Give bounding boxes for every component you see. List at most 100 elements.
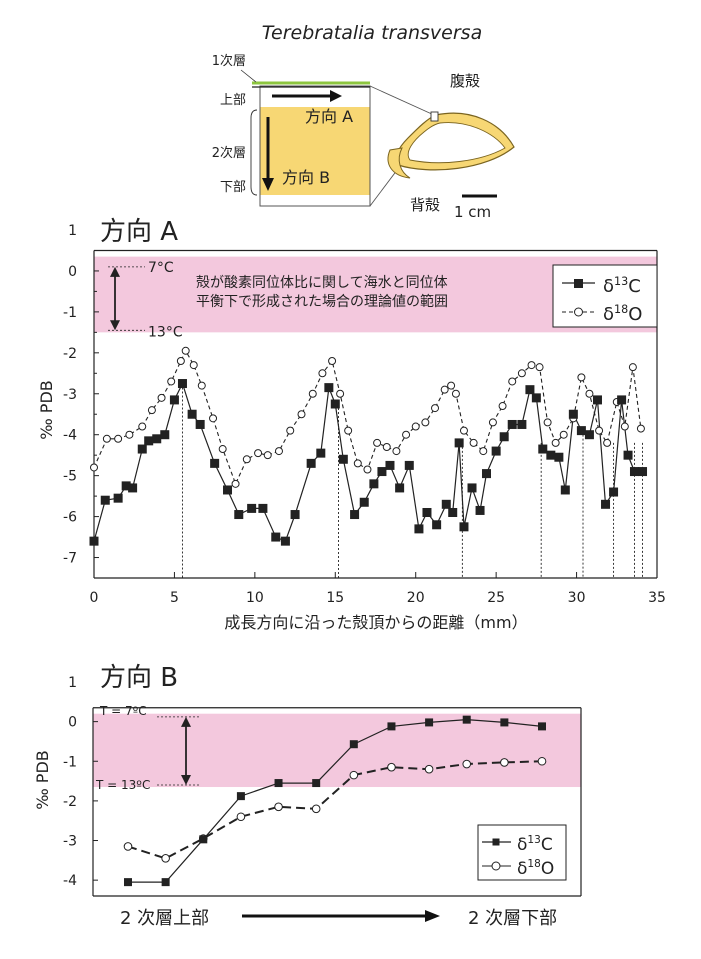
chart-b-d13c-point <box>425 718 434 727</box>
chart-b-y-tick-label: 0 <box>68 715 77 731</box>
chart-a-d18o-point <box>209 414 218 423</box>
chart-a-d13c-point <box>459 522 469 532</box>
chart-a-d18o-point <box>411 422 420 431</box>
shell-section-box <box>259 85 371 207</box>
chart-b-d13c-point <box>462 715 471 724</box>
chart-a-d13c-point <box>137 444 147 454</box>
chart-a-d18o-point <box>527 361 536 370</box>
chart-a-axes: 10-1-2-3-4-5-6-70 5 10 15 20 25 30 35 <box>63 223 666 606</box>
chart-a-d13c-point <box>491 446 501 456</box>
chart-b-d13c-point <box>199 835 208 844</box>
chart-a-d18o-point <box>636 424 645 433</box>
chart-a-d13c-point <box>113 493 123 503</box>
chart-b-d13c-point <box>349 740 358 749</box>
chart-a-d13c-point <box>306 458 316 468</box>
direction-a-arrowhead <box>330 90 342 102</box>
chart-a-d13c-point <box>592 395 602 405</box>
chart-a-d18o-point <box>440 385 449 394</box>
chart-a-x-axis-label: 成長方向に沿った殻頂からの距離（mm） <box>224 613 527 632</box>
chart-a-x-tick-label: 25 <box>487 590 505 606</box>
chart-a-d13c-point <box>414 524 424 534</box>
chart-a-d13c-point <box>404 460 414 470</box>
chart-a-d18o-point <box>543 418 552 427</box>
chart-b-d18o-point <box>424 764 434 774</box>
chart-a-legend-d18o-label: δ18O <box>603 303 642 325</box>
chart-a-d18o-point <box>595 426 604 435</box>
chart-b-d18o-point <box>500 758 509 767</box>
chart-b-d18o-point <box>274 802 283 812</box>
chart-a-d13c-point <box>280 536 290 546</box>
chart-a-d18o-point <box>577 373 586 382</box>
chart-a-d18o-point <box>181 346 190 355</box>
chart-b-series-group <box>123 715 547 887</box>
chart-a-d13c-point <box>525 385 535 395</box>
chart-a-d18o-point <box>336 389 345 398</box>
chart-a-d18o-point <box>138 422 147 431</box>
layer2-bracket <box>250 109 258 196</box>
chart-a-d13c-point <box>454 438 464 448</box>
chart-a-x-tick-label: 15 <box>326 590 344 606</box>
direction-b-arrowhead <box>262 178 274 191</box>
chart-a-d18o-point <box>297 410 306 419</box>
chart-a-d13c-point <box>187 409 197 419</box>
chart-a-legend-d13c-marker <box>574 279 583 288</box>
chart-b-x-start-label: 2 次層上部 <box>120 908 209 929</box>
chart-a-y-tick-label: -7 <box>63 551 77 567</box>
upper-label: 上部 <box>220 93 246 108</box>
chart-a-d18o-point <box>308 389 317 398</box>
chart-a-d13c-point <box>177 379 187 389</box>
chart-a-d18o-point <box>517 369 526 378</box>
chart-a-d18o-point <box>447 381 456 390</box>
sample-location-box <box>430 111 439 122</box>
chart-a-d18o-point <box>402 430 411 439</box>
chart-a-d13c-point <box>223 485 233 495</box>
chart-a-x-tick-label: 5 <box>170 590 179 606</box>
chart-b-d13c-point <box>274 779 283 788</box>
chart-a-d13c-point <box>271 532 281 542</box>
chart-a-d13c-point <box>617 395 627 405</box>
chart-a-d18o-point <box>431 404 440 413</box>
chart-a-legend-d13c-label: δ13C <box>603 275 641 297</box>
layer1-leader <box>240 69 257 83</box>
chart-a-legend-box <box>552 264 658 328</box>
chart-a-d13c-point <box>441 499 451 509</box>
chart-a-d13c-point <box>369 479 379 489</box>
chart-b-band-top-label: T = 7ºC <box>99 704 147 718</box>
ventral-valve-label: 腹殻 <box>450 72 480 90</box>
chart-b-axes: 1 0 -1 -2 -3 -4 <box>63 675 582 897</box>
chart-a-d13c-point <box>568 409 578 419</box>
chart-b-d13c-point <box>312 779 321 788</box>
chart-a-d18o-point <box>254 449 263 458</box>
chart-b-y-tick-label: -2 <box>63 794 77 810</box>
chart-a-d18o-point <box>125 430 134 439</box>
chart-a-d18o-point <box>102 434 111 443</box>
chart-a-d18o-point <box>167 377 176 386</box>
chart-a-x-tick-label: 30 <box>568 590 586 606</box>
chart-a-d18o-point <box>551 438 560 447</box>
chart-a-d18o-point <box>498 402 507 411</box>
chart-a-band-arrowhead-bottom <box>110 320 120 331</box>
chart-a-d13c-point <box>100 495 110 505</box>
chart-b-d13c-point <box>236 792 245 801</box>
chart-a-d13c-point <box>467 483 477 493</box>
chart-b-d13c-point <box>124 878 132 887</box>
chart-a-d13c-point <box>121 481 131 491</box>
chart-b-d13c-point <box>387 722 396 731</box>
chart-b-y-tick-label: -3 <box>63 834 77 850</box>
chart-a-d18o-point <box>231 479 240 488</box>
chart-a-d13c-point <box>507 419 517 429</box>
chart-a-d13c-point <box>385 460 395 470</box>
chart-b-legend-d18o-marker <box>491 861 501 871</box>
chart-a-d13c-point <box>629 467 639 477</box>
chart-a-d13c-point <box>609 487 619 497</box>
chart-a-d18o-point <box>263 451 272 460</box>
layer2-label: 2次層 <box>212 145 246 161</box>
chart-a-d18o-point <box>382 442 391 451</box>
chart-a-d18o-point <box>114 434 123 443</box>
chart-a-d13c-point <box>144 436 154 446</box>
chart-a-d18o-point <box>176 357 185 366</box>
chart-a-band-annotation: 7°C 13°C 殻が酸素同位体比に関して海水と同位体平衡下で形成された場合の理論値… <box>108 260 448 340</box>
chart-b-y-tick-label: -1 <box>63 754 77 770</box>
chart-a-y-tick-label: -1 <box>63 305 77 321</box>
chart-a-d13c-point <box>350 510 360 520</box>
